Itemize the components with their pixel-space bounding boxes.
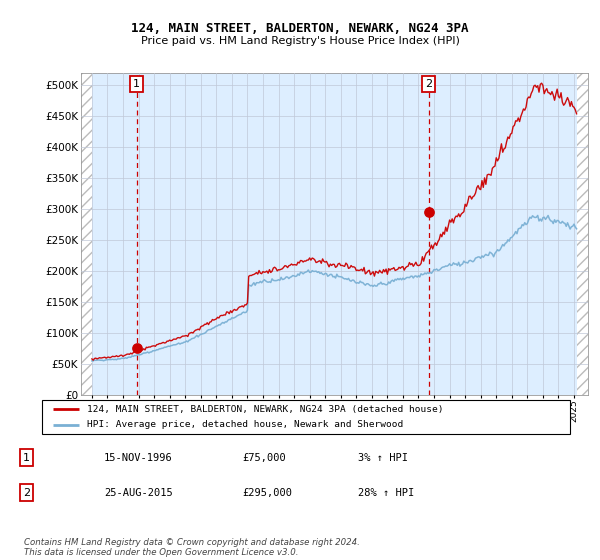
Text: 28% ↑ HPI: 28% ↑ HPI [358, 488, 414, 498]
Text: 2: 2 [23, 488, 30, 498]
Point [132, 344, 142, 353]
FancyBboxPatch shape [42, 400, 570, 434]
Text: 124, MAIN STREET, BALDERTON, NEWARK, NG24 3PA (detached house): 124, MAIN STREET, BALDERTON, NEWARK, NG2… [87, 405, 443, 414]
Text: Contains HM Land Registry data © Crown copyright and database right 2024.
This d: Contains HM Land Registry data © Crown c… [24, 538, 360, 557]
Text: £295,000: £295,000 [242, 488, 292, 498]
Text: 1: 1 [133, 79, 140, 89]
Text: HPI: Average price, detached house, Newark and Sherwood: HPI: Average price, detached house, Newa… [87, 421, 403, 430]
Text: £75,000: £75,000 [242, 453, 286, 463]
Text: 2: 2 [425, 79, 432, 89]
Text: 3% ↑ HPI: 3% ↑ HPI [358, 453, 407, 463]
Text: 15-NOV-1996: 15-NOV-1996 [104, 453, 173, 463]
Text: 25-AUG-2015: 25-AUG-2015 [104, 488, 173, 498]
Text: 1: 1 [23, 453, 30, 463]
Point [424, 208, 433, 217]
Bar [577, 73, 588, 395]
Bar [81, 73, 92, 395]
Text: Price paid vs. HM Land Registry's House Price Index (HPI): Price paid vs. HM Land Registry's House … [140, 36, 460, 46]
Text: 124, MAIN STREET, BALDERTON, NEWARK, NG24 3PA: 124, MAIN STREET, BALDERTON, NEWARK, NG2… [131, 22, 469, 35]
